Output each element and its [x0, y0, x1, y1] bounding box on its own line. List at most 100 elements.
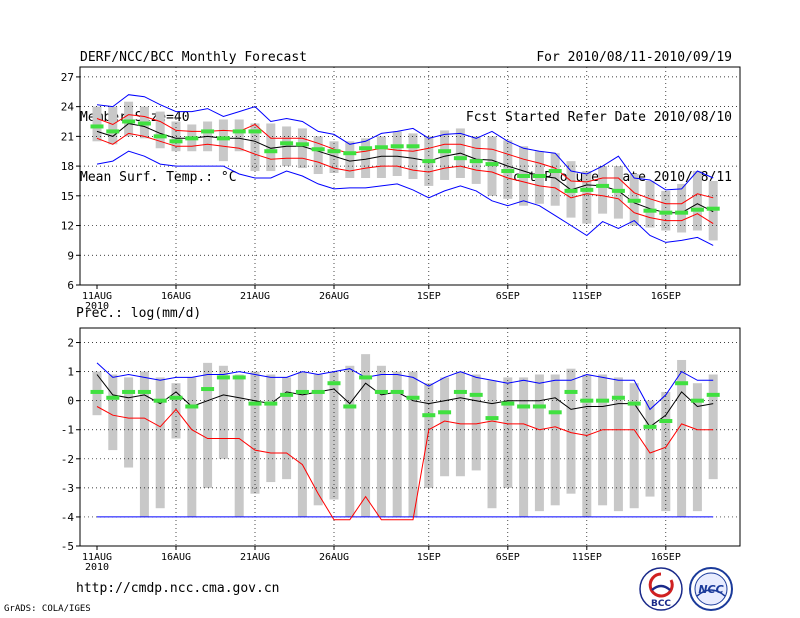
- member-mark: [501, 169, 515, 174]
- y-tick-label: 12: [61, 220, 74, 233]
- member-mark: [359, 375, 373, 380]
- bcc-logo-icon: BCC: [639, 567, 683, 611]
- member-range-box: [171, 383, 181, 439]
- member-mark: [580, 398, 594, 403]
- member-mark: [374, 389, 388, 394]
- y-tick-label: 18: [61, 160, 74, 173]
- member-range-box: [487, 380, 497, 509]
- year-label: 2010: [85, 562, 109, 573]
- member-mark: [706, 206, 720, 211]
- x-tick-label: 26AUG: [319, 552, 349, 563]
- member-mark: [564, 188, 578, 193]
- member-mark: [580, 187, 594, 192]
- lower-spread-line: [96, 406, 714, 521]
- member-range-box: [108, 106, 118, 145]
- variable-label: Mean Surf. Temp.: °C: [80, 170, 237, 185]
- member-range-box: [440, 377, 450, 477]
- member-mark: [137, 389, 151, 394]
- member-mark: [643, 208, 657, 213]
- member-range-box: [645, 180, 655, 228]
- member-range-box: [266, 374, 276, 483]
- member-mark: [311, 389, 325, 394]
- y-tick-label: 9: [67, 249, 74, 262]
- member-range-box: [692, 383, 702, 512]
- x-tick-label: 21AUG: [240, 291, 270, 302]
- x-tick-label: 26AUG: [319, 291, 349, 302]
- member-mark: [327, 149, 341, 154]
- x-tick-label: 11AUG: [82, 291, 112, 302]
- member-mark: [295, 142, 309, 147]
- member-range-box: [297, 371, 307, 517]
- y-tick-label: 6: [67, 279, 74, 292]
- member-range-box: [313, 374, 323, 506]
- member-range-box: [629, 383, 639, 509]
- member-range-box: [124, 101, 134, 137]
- bcc-logo-text: BCC: [651, 599, 671, 609]
- y-tick-label: -4: [61, 511, 75, 524]
- x-tick-label: 21AUG: [240, 552, 270, 563]
- x-tick-label: 16AUG: [161, 552, 191, 563]
- member-mark: [532, 404, 546, 409]
- member-mark: [706, 392, 720, 397]
- member-mark: [611, 188, 625, 193]
- member-range-box: [677, 359, 687, 517]
- header-left: DERF/NCC/BCC Monthly Forecast Member Siz…: [80, 8, 307, 208]
- member-mark: [153, 398, 167, 403]
- member-mark: [675, 381, 689, 386]
- member-range-box: [282, 377, 292, 480]
- member-mark: [169, 139, 183, 144]
- member-range-box: [203, 362, 213, 488]
- member-range-box: [708, 374, 718, 480]
- member-mark: [185, 404, 199, 409]
- member-mark: [264, 401, 278, 406]
- x-tick-label: 16SEP: [651, 291, 681, 302]
- member-mark: [374, 145, 388, 150]
- member-mark: [627, 401, 641, 406]
- y-tick-label: -1: [61, 424, 74, 437]
- member-mark: [90, 124, 104, 129]
- member-range-box: [692, 171, 702, 231]
- member-range-box: [297, 128, 307, 169]
- upper-envelope-line: [96, 362, 714, 411]
- member-range-box: [234, 119, 244, 152]
- member-range-box: [155, 111, 165, 149]
- member-mark: [469, 159, 483, 164]
- member-range-box: [645, 400, 655, 497]
- ensemble-mean-line: [96, 374, 714, 428]
- member-mark: [596, 398, 610, 403]
- member-range-box: [408, 133, 418, 179]
- member-range-box: [329, 371, 339, 500]
- plot-frame: [79, 66, 741, 286]
- x-tick-label: 11SEP: [572, 552, 602, 563]
- source-url[interactable]: http://cmdp.ncc.cma.gov.cn: [76, 581, 280, 596]
- member-mark: [390, 144, 404, 149]
- member-range-box: [108, 374, 118, 451]
- member-mark: [232, 129, 246, 134]
- upper-envelope-line: [96, 94, 714, 191]
- member-mark: [675, 210, 689, 215]
- member-mark: [438, 149, 452, 154]
- member-mark: [90, 389, 104, 394]
- member-mark: [643, 424, 657, 429]
- member-mark: [517, 174, 531, 178]
- member-mark: [422, 159, 436, 164]
- member-range-box: [392, 371, 402, 517]
- member-range-box: [550, 153, 560, 206]
- member-mark: [390, 389, 404, 394]
- member-mark: [548, 169, 562, 174]
- forecast-title: DERF/NCC/BCC Monthly Forecast: [80, 50, 307, 65]
- member-mark: [359, 146, 373, 151]
- y-tick-label: 27: [61, 71, 74, 84]
- fcst-started-date: Fcst Started Refer Date 2010/08/10: [465, 110, 732, 125]
- member-range-box: [566, 368, 576, 494]
- ensemble-mean-line: [96, 122, 714, 214]
- y-tick-label: -3: [61, 482, 74, 495]
- member-mark: [627, 198, 641, 203]
- member-range-box: [582, 171, 592, 224]
- member-mark: [422, 413, 436, 418]
- member-range-box: [139, 371, 149, 517]
- member-range-box: [376, 365, 386, 517]
- grads-credit: GrADS: COLA/IGES: [4, 604, 91, 614]
- y-tick-label: -2: [61, 453, 74, 466]
